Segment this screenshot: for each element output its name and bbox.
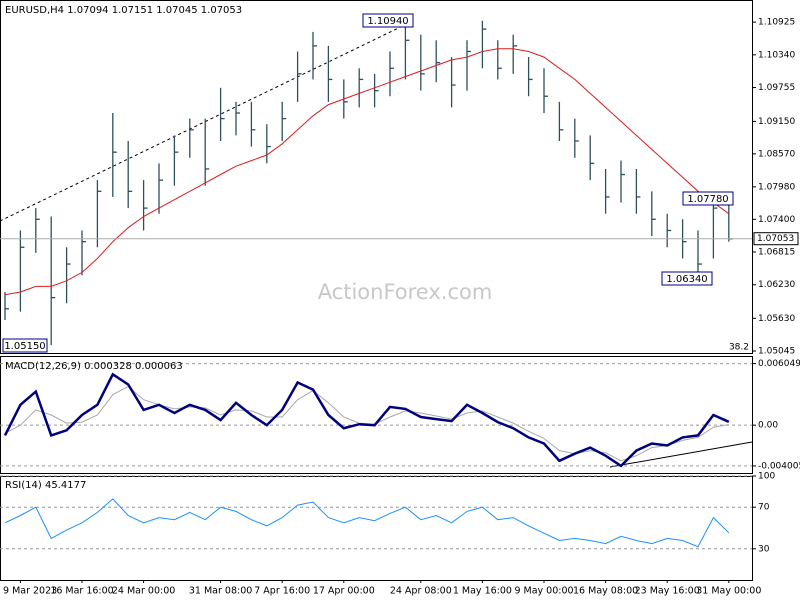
x-tick-label: 17 Apr 00:00 xyxy=(313,586,375,597)
x-tick-label: 31 May 00:00 xyxy=(696,586,761,597)
rsi-line xyxy=(4,498,730,548)
marks xyxy=(0,20,752,550)
last-price-label: 1.07053 xyxy=(757,234,794,244)
x-tick-label: 9 Mar 2023 xyxy=(3,586,57,597)
annotation: 1.05150 xyxy=(4,341,45,352)
annotation-box xyxy=(2,338,48,353)
price-title: EURUSD,H4 1.07094 1.07151 1.07045 1.0705… xyxy=(5,5,242,16)
y-tick-label: 100 xyxy=(758,472,775,482)
y-tick-label: 1.10925 xyxy=(758,18,795,28)
y-tick-label: 0.006049 xyxy=(758,359,800,369)
price-panel-frame xyxy=(0,0,753,354)
trend-line xyxy=(0,19,416,222)
y-tick-label: 1.06230 xyxy=(758,280,795,290)
last-price-box xyxy=(753,232,799,246)
y-tick-label: 70 xyxy=(758,503,770,513)
y-tick-label: 1.05630 xyxy=(758,314,795,324)
annotation: 1.10940 xyxy=(367,16,408,27)
y-tick-label: 0.00 xyxy=(758,421,778,431)
x-tick-label: 9 May 00:00 xyxy=(514,586,573,597)
x-tick-label: 31 Mar 08:00 xyxy=(189,586,252,597)
rsi-panel-frame xyxy=(0,476,753,581)
y-tick-label: 1.07400 xyxy=(758,215,795,225)
annotation-box xyxy=(682,191,734,206)
moving-average xyxy=(4,48,730,296)
y-tick-label: 1.07980 xyxy=(758,182,795,192)
y-tick-label: -0.004005 xyxy=(758,461,800,471)
y-tick-label: 1.08570 xyxy=(758,149,795,159)
macd-line xyxy=(3,372,730,468)
x-tick-label: 24 Apr 08:00 xyxy=(390,586,452,597)
watermark: ActionForex.com xyxy=(318,280,493,304)
y-tick-label: 1.06815 xyxy=(758,248,795,258)
annotation: 38.2 xyxy=(729,343,749,353)
x-tick-label: 7 Apr 16:00 xyxy=(254,586,310,597)
y-tick-label: 1.10340 xyxy=(758,50,795,60)
x-tick-label: 24 Mar 00:00 xyxy=(112,586,175,597)
y-tick-label: 1.09150 xyxy=(758,117,795,127)
macd-title: MACD(12,26,9) 0.000328 0.000063 xyxy=(5,361,183,372)
x-tick-label: 16 May 08:00 xyxy=(573,586,638,597)
macd-panel-frame xyxy=(0,356,753,474)
y-tick-label: 30 xyxy=(758,544,770,554)
y-tick-label: 1.05045 xyxy=(758,347,795,357)
annotation: 1.06340 xyxy=(666,274,707,285)
annotation: 1.07780 xyxy=(687,194,728,205)
y-tick-label: 1.09755 xyxy=(758,83,795,93)
x-tick-label: 1 May 16:00 xyxy=(453,586,512,597)
macd-trend-line xyxy=(609,441,753,468)
annotation-box xyxy=(362,13,414,28)
annotation-box xyxy=(661,271,713,286)
x-tick-label: 23 May 16:00 xyxy=(635,586,700,597)
rsi-title: RSI(14) 45.4177 xyxy=(5,480,86,491)
x-tick-label: 16 Mar 16:00 xyxy=(50,586,113,597)
